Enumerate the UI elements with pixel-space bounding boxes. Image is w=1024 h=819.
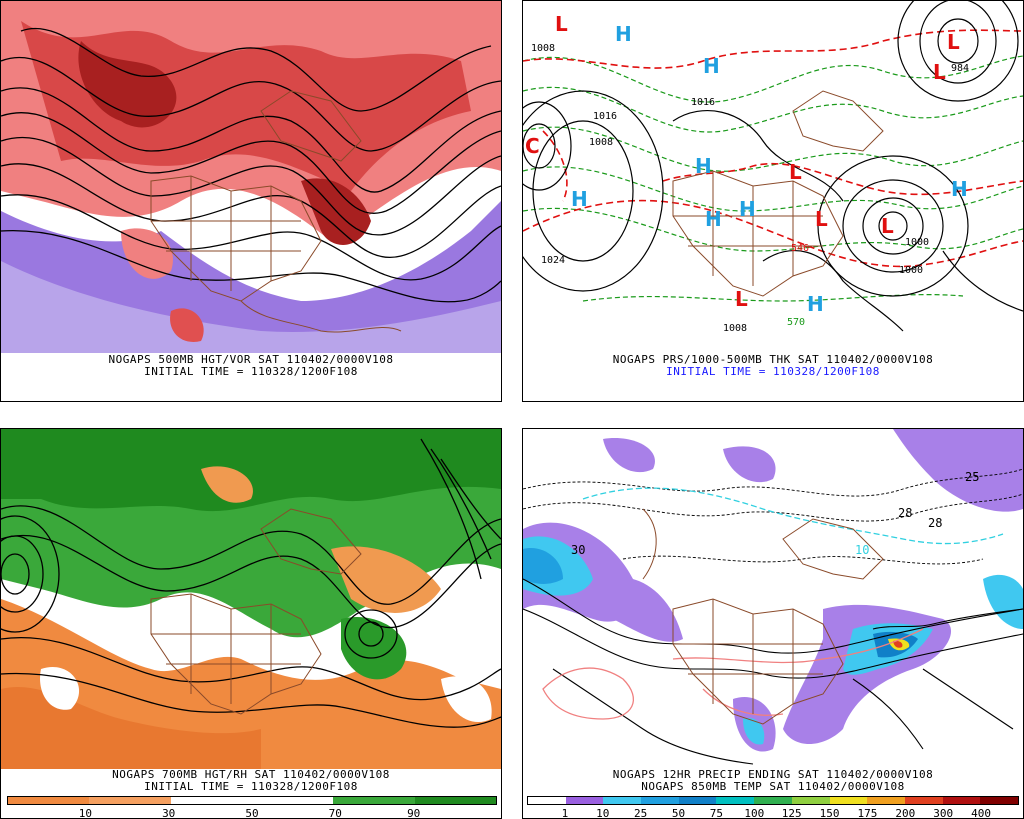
colorbar-tick: 175: [857, 807, 878, 819]
isobar-label: 1016: [593, 111, 617, 122]
panel-700mb-humidity: NOGAPS 700MB HGT/RH SAT 110402/0000V108 …: [0, 428, 502, 819]
colorbar-tick: 125: [781, 807, 802, 819]
isobar-label: 984: [951, 63, 969, 74]
low-pressure-marker: L: [555, 12, 568, 36]
isobar-label: 1008: [531, 43, 555, 54]
panel4-caption-temp: NOGAPS 850MB TEMP SAT 110402/0000V108: [641, 780, 905, 793]
colorbar-tick: 300: [933, 807, 954, 819]
colorbar-tick: 30: [162, 807, 176, 819]
colorbar-tick: 50: [245, 807, 259, 819]
map-pressure-thickness: L H H C H H H H L L L L L H L H 1008 101…: [523, 1, 1023, 353]
colorbar-tick: 10: [78, 807, 93, 819]
low-pressure-marker: C: [525, 134, 540, 158]
isotherm-label: 28: [898, 506, 912, 520]
rh-colorbar-ticks: 10 30 50 70 90: [7, 807, 497, 819]
high-pressure-marker: H: [739, 197, 756, 221]
isobar-label: 1000: [905, 237, 929, 248]
map-700mb-humidity: [1, 429, 501, 769]
isobar-label: 1016: [691, 97, 715, 108]
high-pressure-marker: H: [571, 187, 588, 211]
colorbar-tick: 50: [671, 807, 686, 819]
low-pressure-marker: L: [789, 160, 802, 184]
thickness-label: 546: [791, 243, 809, 254]
colorbar-tick: 400: [971, 807, 992, 819]
isotherm-label: 25: [965, 470, 979, 484]
isobar-label: 1008: [589, 137, 613, 148]
high-pressure-marker: H: [695, 154, 712, 178]
colorbar-tick: 70: [328, 807, 342, 819]
high-pressure-marker: H: [705, 207, 722, 231]
colorbar-tick: 10: [596, 807, 610, 819]
colorbar-tick: 200: [895, 807, 916, 819]
precip-colorbar-ticks: 1 10 25 50 75 100 125 150 175 200 300 40…: [527, 807, 1019, 819]
panel-500mb-vorticity: NOGAPS 500MB HGT/VOR SAT 110402/0000V108…: [0, 0, 502, 402]
low-pressure-marker: L: [815, 207, 828, 231]
panel1-caption-initial: INITIAL TIME = 110328/1200F108: [144, 365, 358, 378]
precip-colorbar: [527, 796, 1019, 805]
panel2-caption-initial: INITIAL TIME = 110328/1200F108: [666, 365, 880, 378]
colorbar-tick: 75: [709, 807, 724, 819]
colorbar-tick: 150: [819, 807, 840, 819]
isotherm-label: 10: [855, 543, 869, 557]
colorbar-tick: 100: [744, 807, 765, 819]
panel3-caption-title: NOGAPS 700MB HGT/RH SAT 110402/0000V108: [112, 768, 390, 781]
colorbar-tick: 90: [407, 807, 421, 819]
low-pressure-marker: L: [947, 30, 960, 54]
colorbar-tick: 25: [634, 807, 648, 819]
high-pressure-marker: H: [807, 292, 824, 316]
panel-pressure-thickness: L H H C H H H H L L L L L H L H 1008 101…: [522, 0, 1024, 402]
high-pressure-marker: H: [615, 22, 632, 46]
low-pressure-marker: L: [735, 287, 748, 311]
panel1-caption-title: NOGAPS 500MB HGT/VOR SAT 110402/0000V108: [108, 353, 394, 366]
panel2-caption-title: NOGAPS PRS/1000-500MB THK SAT 110402/000…: [612, 353, 934, 366]
isobar-label: 1024: [541, 255, 565, 266]
panel-precip-temperature: 30 25 28 28 10 NOGAPS 12HR PRECIP ENDING…: [522, 428, 1024, 819]
isobar-label: 1008: [723, 323, 747, 334]
low-pressure-marker: L: [933, 60, 946, 84]
map-precip-temperature: 30 25 28 28 10: [523, 429, 1023, 769]
rh-colorbar: [7, 796, 497, 805]
panel3-caption-initial: INITIAL TIME = 110328/1200F108: [144, 780, 358, 793]
low-pressure-marker: L: [881, 214, 894, 238]
high-pressure-marker: H: [951, 177, 968, 201]
panel4-caption-precip: NOGAPS 12HR PRECIP ENDING SAT 110402/000…: [612, 768, 934, 781]
colorbar-tick: 1: [561, 807, 569, 819]
isotherm-label: 30: [571, 543, 585, 557]
high-pressure-marker: H: [703, 54, 720, 78]
isobar-label: 1000: [899, 265, 923, 276]
map-500mb-vorticity: [1, 1, 501, 353]
thickness-label: 570: [787, 317, 805, 328]
isotherm-label: 28: [928, 516, 942, 530]
